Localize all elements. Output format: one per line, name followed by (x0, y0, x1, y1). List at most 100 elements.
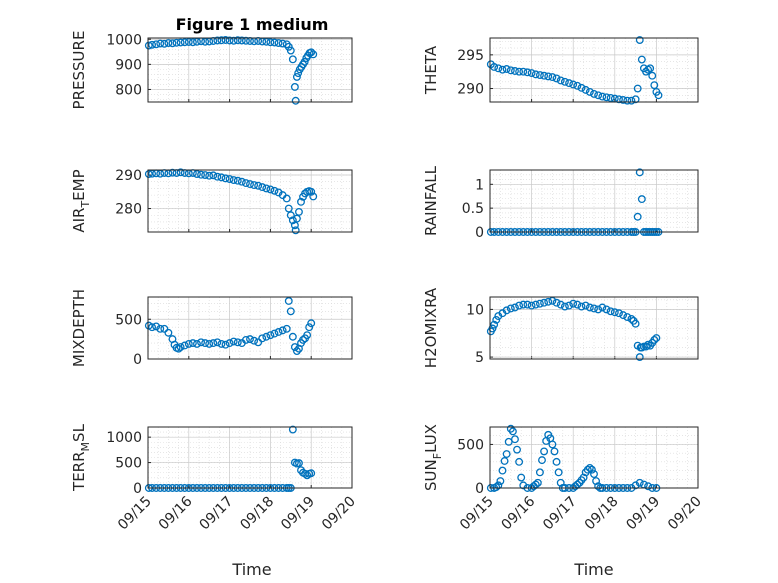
data-point (635, 353, 644, 362)
x-tick-label: 09/15 (457, 494, 497, 534)
data-point (237, 36, 246, 45)
data-point (619, 311, 628, 320)
axes-border (489, 426, 699, 489)
data-point (502, 450, 511, 458)
data-point (303, 331, 312, 340)
data-point (305, 323, 314, 332)
data-point (527, 301, 536, 310)
data-point (590, 89, 598, 98)
data-point (511, 303, 519, 312)
data-point (494, 481, 503, 490)
data-point (569, 80, 578, 89)
data-point (560, 302, 569, 311)
y-axis-label: TERRMSL (70, 423, 92, 492)
x-tick-label: 09/19 (278, 494, 318, 534)
data-point (598, 303, 607, 312)
data-point (552, 74, 561, 83)
data-point (590, 470, 598, 479)
data-point (217, 173, 226, 182)
data-point (229, 337, 238, 346)
data-point (291, 226, 300, 235)
data-point (511, 435, 519, 444)
data-point (221, 174, 230, 183)
data-point (295, 207, 303, 216)
data-point (180, 38, 189, 47)
data-point (523, 300, 532, 309)
data-point (193, 339, 201, 348)
x-tick-label: 09/15 (115, 494, 155, 534)
x-tick-label: 09/18 (582, 494, 622, 534)
data-point (188, 339, 197, 348)
data-point (602, 305, 611, 314)
y-tick-label: 0 (133, 481, 142, 497)
data-point (270, 329, 279, 338)
data-point (241, 36, 250, 45)
y-tick-label: 500 (115, 456, 142, 472)
data-point (168, 168, 177, 177)
data-point (241, 179, 250, 188)
data-point (297, 197, 305, 206)
data-point (594, 482, 603, 491)
data-point (262, 332, 271, 341)
data-point (160, 39, 169, 48)
data-point (172, 38, 181, 47)
data-point (221, 340, 230, 349)
data-point (540, 298, 549, 307)
data-point (531, 70, 540, 79)
data-point (635, 168, 644, 177)
data-point (500, 457, 509, 465)
data-point (492, 483, 501, 492)
data-point (258, 334, 267, 343)
data-point (606, 307, 615, 316)
data-point (581, 85, 590, 94)
data-point (511, 67, 519, 75)
data-point (197, 170, 205, 179)
y-axis-label: THETA (422, 45, 440, 95)
data-point (577, 302, 586, 311)
data-point (492, 315, 501, 324)
data-point (148, 323, 157, 332)
data-point (635, 36, 644, 44)
data-point (307, 319, 316, 328)
data-point (494, 64, 503, 73)
data-point (184, 339, 193, 348)
data-point (282, 324, 291, 333)
data-point (502, 65, 511, 73)
data-point (623, 96, 632, 105)
x-tick-label: 09/16 (156, 493, 196, 533)
data-point (144, 170, 153, 178)
data-point (519, 67, 528, 76)
data-point (152, 40, 161, 49)
data-point (278, 39, 287, 48)
data-point (490, 63, 499, 71)
data-point (188, 38, 197, 47)
y-tick-label: 0.5 (462, 201, 484, 217)
data-point (637, 195, 646, 204)
data-point (213, 172, 222, 181)
data-point (237, 177, 246, 186)
y-tick-label: 1000 (106, 32, 142, 48)
data-point (233, 176, 242, 185)
data-point (284, 204, 293, 213)
data-point (548, 440, 557, 449)
data-point (527, 69, 536, 77)
data-point (594, 91, 603, 100)
data-point (615, 95, 623, 104)
data-point (176, 168, 185, 177)
y-tick-label: 0 (475, 225, 484, 241)
data-point (554, 468, 563, 477)
data-point (498, 466, 507, 475)
figure-title: Figure 1 medium (176, 15, 329, 34)
data-point (573, 81, 582, 90)
y-tick-label: 1000 (106, 430, 142, 446)
data-point (515, 67, 524, 76)
data-point (160, 324, 169, 333)
subplot-7: 09/15 09/16 09/17 09/18 09/19 09/20 0 500 SUNFLU… (422, 424, 705, 533)
data-point (233, 338, 242, 347)
data-point (288, 216, 297, 225)
data-point (544, 72, 553, 81)
data-point (262, 184, 271, 193)
data-point (602, 93, 611, 102)
data-point (295, 459, 303, 468)
x-axis-label-right: Time (573, 560, 613, 579)
